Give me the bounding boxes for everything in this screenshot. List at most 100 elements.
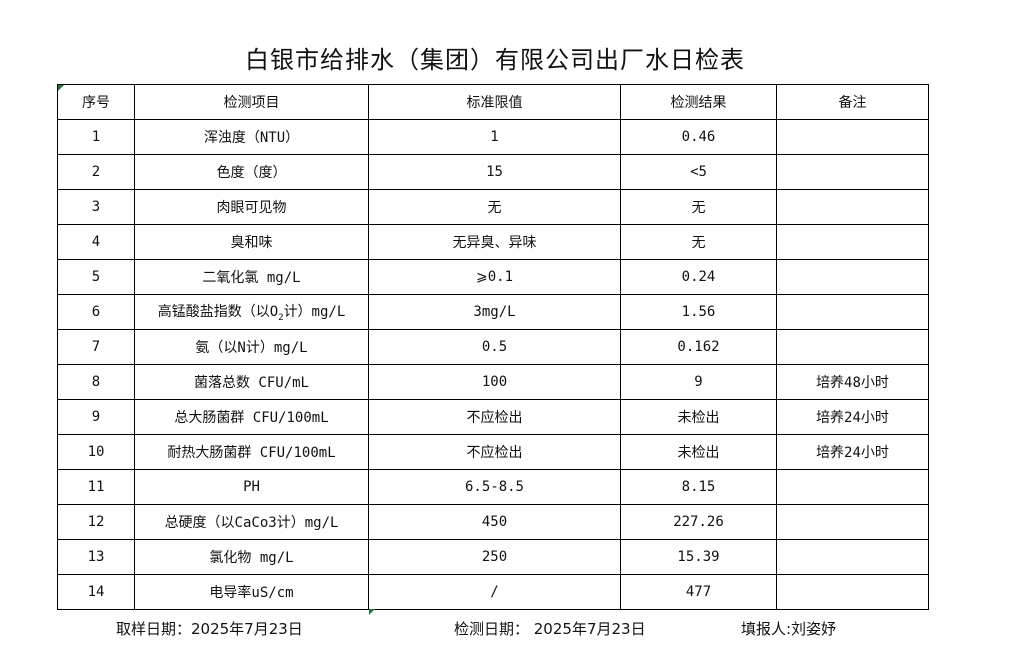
cell-result: 未检出 [620,399,777,435]
cell-no: 4 [57,224,135,260]
item-part: 2 [278,312,284,323]
cell-no: 13 [57,539,135,575]
cell-result: <5 [620,154,777,190]
cell-result: 477 [620,574,777,610]
cell-no: 9 [57,399,135,435]
table-row: 10 耐热大肠菌群 CFU/100mL 不应检出 未检出 培养24小时 [57,434,929,470]
cell-note: 培养48小时 [776,364,929,400]
cell-note: 培养24小时 [776,434,929,470]
sample-date: 取样日期：2025年7月23日 [116,620,303,638]
cell-result: 15.39 [620,539,777,575]
cell-limit: 不应检出 [368,434,621,470]
cell-note [776,574,929,610]
reporter: 填报人:刘姿妤 [741,620,837,638]
cell-limit: 6.5-8.5 [368,469,621,505]
cell-result: 0.24 [620,259,777,295]
header-result: 检测结果 [620,84,777,120]
header-note: 备注 [776,84,929,120]
table-row: 12 总硬度（以CaCo3计）mg/L 450 227.26 [57,504,929,540]
cell-item: 氯化物 mg/L [134,539,369,575]
item-part: 计）mg/L [283,304,346,321]
cell-no: 8 [57,364,135,400]
cell-no: 5 [57,259,135,295]
cell-no: 10 [57,434,135,470]
cell-result: 9 [620,364,777,400]
cell-no: 7 [57,329,135,365]
cell-no: 6 [57,294,135,330]
cell-note: 培养24小时 [776,399,929,435]
cell-limit: 不应检出 [368,399,621,435]
cell-limit: 1 [368,119,621,155]
cell-note [776,539,929,575]
cell-result: 未检出 [620,434,777,470]
cell-result: 0.162 [620,329,777,365]
cell-item: 浑浊度（NTU） [134,119,369,155]
table-row: 13 氯化物 mg/L 250 15.39 [57,539,929,575]
cell-item: 臭和味 [134,224,369,260]
cell-no: 11 [57,469,135,505]
cell-limit: 250 [368,539,621,575]
cell-note [776,329,929,365]
cell-item: 电导率uS/cm [134,574,369,610]
cell-result: 0.46 [620,119,777,155]
cell-limit: 无 [368,189,621,225]
table-row: 5 二氧化氯 mg/L ⩾0.1 0.24 [57,259,929,295]
cell-item: 肉眼可见物 [134,189,369,225]
cell-no: 12 [57,504,135,540]
cell-result: 无 [620,224,777,260]
cell-marker-icon [58,85,64,91]
cell-limit: ⩾0.1 [368,259,621,295]
table-row: 7 氨（以N计）mg/L 0.5 0.162 [57,329,929,365]
table-row: 4 臭和味 无异臭、异味无 [57,224,929,260]
cell-note [776,154,929,190]
cell-no: 3 [57,189,135,225]
cell-note [776,189,929,225]
cell-marker-icon [369,609,375,615]
table-row: 8 菌落总数 CFU/mL 100 9 培养48小时 [57,364,929,400]
test-date: 检测日期： 2025年7月23日 [454,620,646,638]
cell-item: 色度（度） [134,154,369,190]
cell-limit: 15 [368,154,621,190]
header-limit: 标准限值 [368,84,621,120]
cell-note [776,504,929,540]
cell-note [776,469,929,505]
cell-note [776,259,929,295]
item-part: 高锰酸盐指数（以O [157,304,279,321]
cell-item: 总硬度（以CaCo3计）mg/L [134,504,369,540]
table-row: 6 高锰酸盐指数（以O2计）mg/L 3mg/L 1.56 [57,294,929,330]
cell-result: 8.15 [620,469,777,505]
cell-note [776,224,929,260]
cell-limit: 0.5 [368,329,621,365]
cell-limit: 3mg/L [368,294,621,330]
cell-item: 高锰酸盐指数（以O2计）mg/L [134,294,369,330]
table-row: 14 电导率uS/cm/477 [57,574,929,610]
cell-item: PH [134,469,369,505]
cell-no: 14 [57,574,135,610]
inspection-table: 序号 检测项目 标准限值 检测结果 备注 1 浑浊度（NTU） 1 0.46 2 色度（度… [57,84,929,610]
cell-item: 菌落总数 CFU/mL [134,364,369,400]
table-row: 2 色度（度） 15 <5 [57,154,929,190]
cell-result: 1.56 [620,294,777,330]
cell-result: 无 [620,189,777,225]
cell-limit: 100 [368,364,621,400]
table-row: 9 总大肠菌群 CFU/100mL 不应检出 未检出 培养24小时 [57,399,929,435]
table-header-row: 序号 检测项目 标准限值 检测结果 备注 [57,84,929,120]
header-item: 检测项目 [134,84,369,120]
table-row: 11 PH 6.5-8.5 8.15 [57,469,929,505]
page-title: 白银市给排水（集团）有限公司出厂水日检表 [245,46,745,74]
cell-note [776,294,929,330]
cell-note [776,119,929,155]
header-no: 序号 [57,84,135,120]
table-row: 1 浑浊度（NTU） 1 0.46 [57,119,929,155]
cell-item: 耐热大肠菌群 CFU/100mL [134,434,369,470]
cell-item: 总大肠菌群 CFU/100mL [134,399,369,435]
cell-limit: 无异臭、异味 [368,224,621,260]
cell-item: 二氧化氯 mg/L [134,259,369,295]
cell-result: 227.26 [620,504,777,540]
cell-limit: / [368,574,621,610]
cell-item: 氨（以N计）mg/L [134,329,369,365]
cell-no: 2 [57,154,135,190]
cell-no: 1 [57,119,135,155]
table-row: 3 肉眼可见物无无 [57,189,929,225]
cell-limit: 450 [368,504,621,540]
